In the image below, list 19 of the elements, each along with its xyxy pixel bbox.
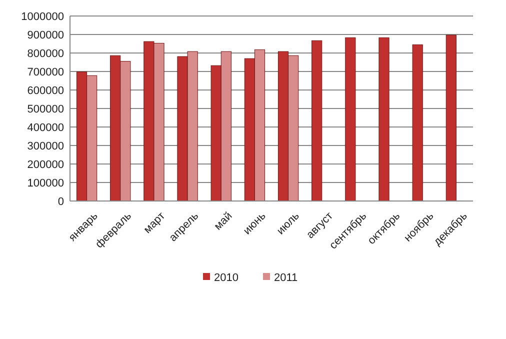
bar — [378, 37, 390, 202]
y-tick-label: 0 — [58, 196, 64, 208]
y-tick-label: 600000 — [27, 84, 64, 97]
x-tick-label: май — [212, 210, 235, 233]
bar — [345, 37, 356, 202]
y-tick-label: 500000 — [27, 103, 64, 116]
y-tick-label: 100000 — [27, 177, 64, 190]
bar — [312, 40, 322, 202]
legend-label: 2011 — [274, 272, 298, 284]
bar — [446, 34, 456, 202]
legend-label: 2010 — [214, 272, 238, 284]
y-tick-label: 300000 — [27, 140, 64, 152]
y-tick-label: 800000 — [27, 48, 64, 60]
y-tick-label: 700000 — [27, 66, 64, 78]
y-tick-label: 1000000 — [21, 10, 64, 23]
y-tick-label: 400000 — [27, 122, 64, 134]
y-tick-label: 200000 — [27, 158, 64, 171]
bar — [412, 44, 423, 202]
y-tick-label: 900000 — [27, 29, 64, 42]
